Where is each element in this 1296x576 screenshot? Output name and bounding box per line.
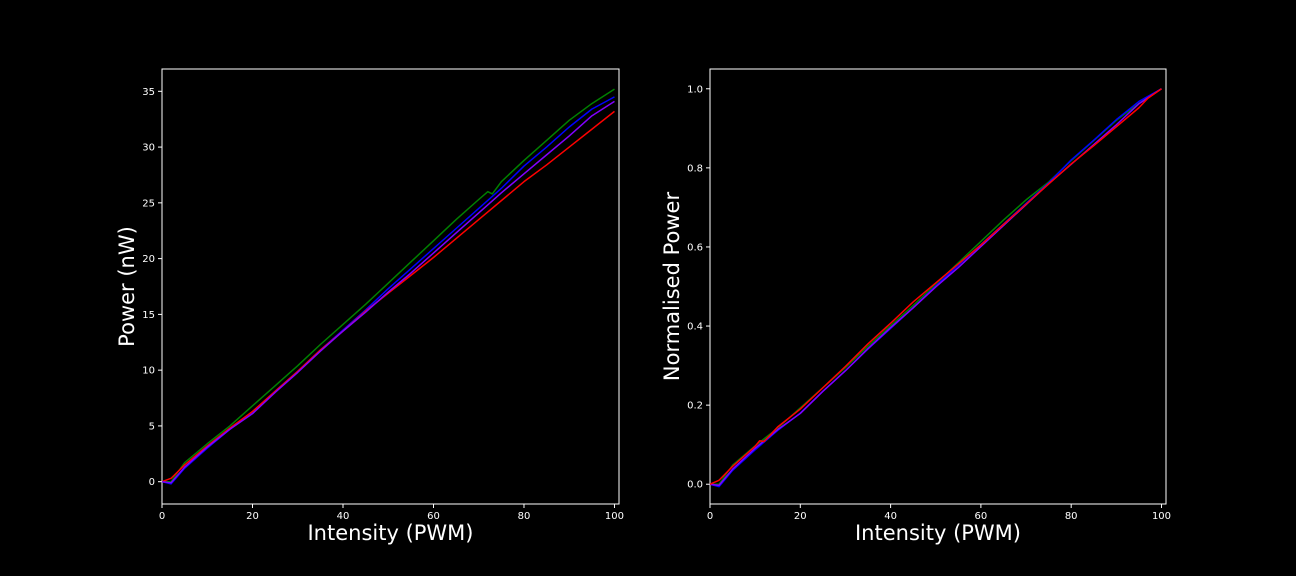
x-tick-label: 100 — [605, 511, 624, 522]
normalised-power-chart: 0 20 40 60 80 100 0.0 0.2 0.4 0.6 0.8 1.0 Intensit… — [660, 68, 1171, 545]
y-tick-label: 0.4 — [687, 322, 703, 333]
x-tick-label: 60 — [427, 511, 440, 522]
x-tick-label: 80 — [518, 511, 531, 522]
x-axis-label: Intensity (PWM) — [855, 521, 1021, 545]
y-axis-label: Normalised Power — [660, 192, 684, 382]
series-lines — [161, 88, 615, 485]
x-tick-label: 20 — [794, 511, 807, 522]
plot-frame — [709, 68, 1167, 505]
x-axis-ticks: 0 20 40 60 80 100 — [707, 504, 1171, 522]
plot-frame — [161, 68, 620, 505]
x-tick-label: 40 — [884, 511, 897, 522]
x-tick-label: 0 — [159, 511, 165, 522]
y-tick-label: 30 — [142, 143, 155, 154]
y-axis-ticks: 0 5 10 15 20 25 30 35 — [142, 87, 162, 488]
y-tick-label: 0 — [149, 477, 155, 488]
x-tick-label: 100 — [1152, 511, 1171, 522]
y-tick-label: 25 — [142, 198, 155, 209]
series-line — [162, 88, 615, 483]
series-line — [161, 100, 615, 484]
y-axis-label: Power (nW) — [115, 226, 139, 347]
y-tick-label: 0.2 — [687, 401, 703, 412]
series-line — [709, 88, 1162, 485]
series-lines — [709, 88, 1162, 488]
y-tick-label: 1.0 — [687, 84, 703, 95]
y-tick-label: 35 — [142, 87, 155, 98]
x-tick-label: 60 — [975, 511, 988, 522]
x-tick-label: 80 — [1065, 511, 1078, 522]
y-tick-label: 15 — [142, 310, 155, 321]
x-tick-label: 20 — [246, 511, 259, 522]
y-tick-label: 20 — [142, 254, 155, 265]
x-axis-ticks: 0 20 40 60 80 100 — [159, 504, 624, 522]
y-axis-ticks: 0.0 0.2 0.4 0.6 0.8 1.0 — [687, 84, 710, 491]
y-tick-label: 10 — [142, 366, 155, 377]
x-tick-label: 0 — [707, 511, 713, 522]
x-tick-label: 40 — [337, 511, 350, 522]
power-chart: 0 20 40 60 80 100 0 5 10 15 20 25 30 35 Intensity (P… — [115, 68, 624, 545]
y-tick-label: 0.8 — [687, 163, 703, 174]
y-tick-label: 0.6 — [687, 242, 703, 253]
x-axis-label: Intensity (PWM) — [307, 521, 473, 545]
y-tick-label: 0.0 — [687, 480, 703, 491]
y-tick-label: 5 — [149, 421, 155, 432]
